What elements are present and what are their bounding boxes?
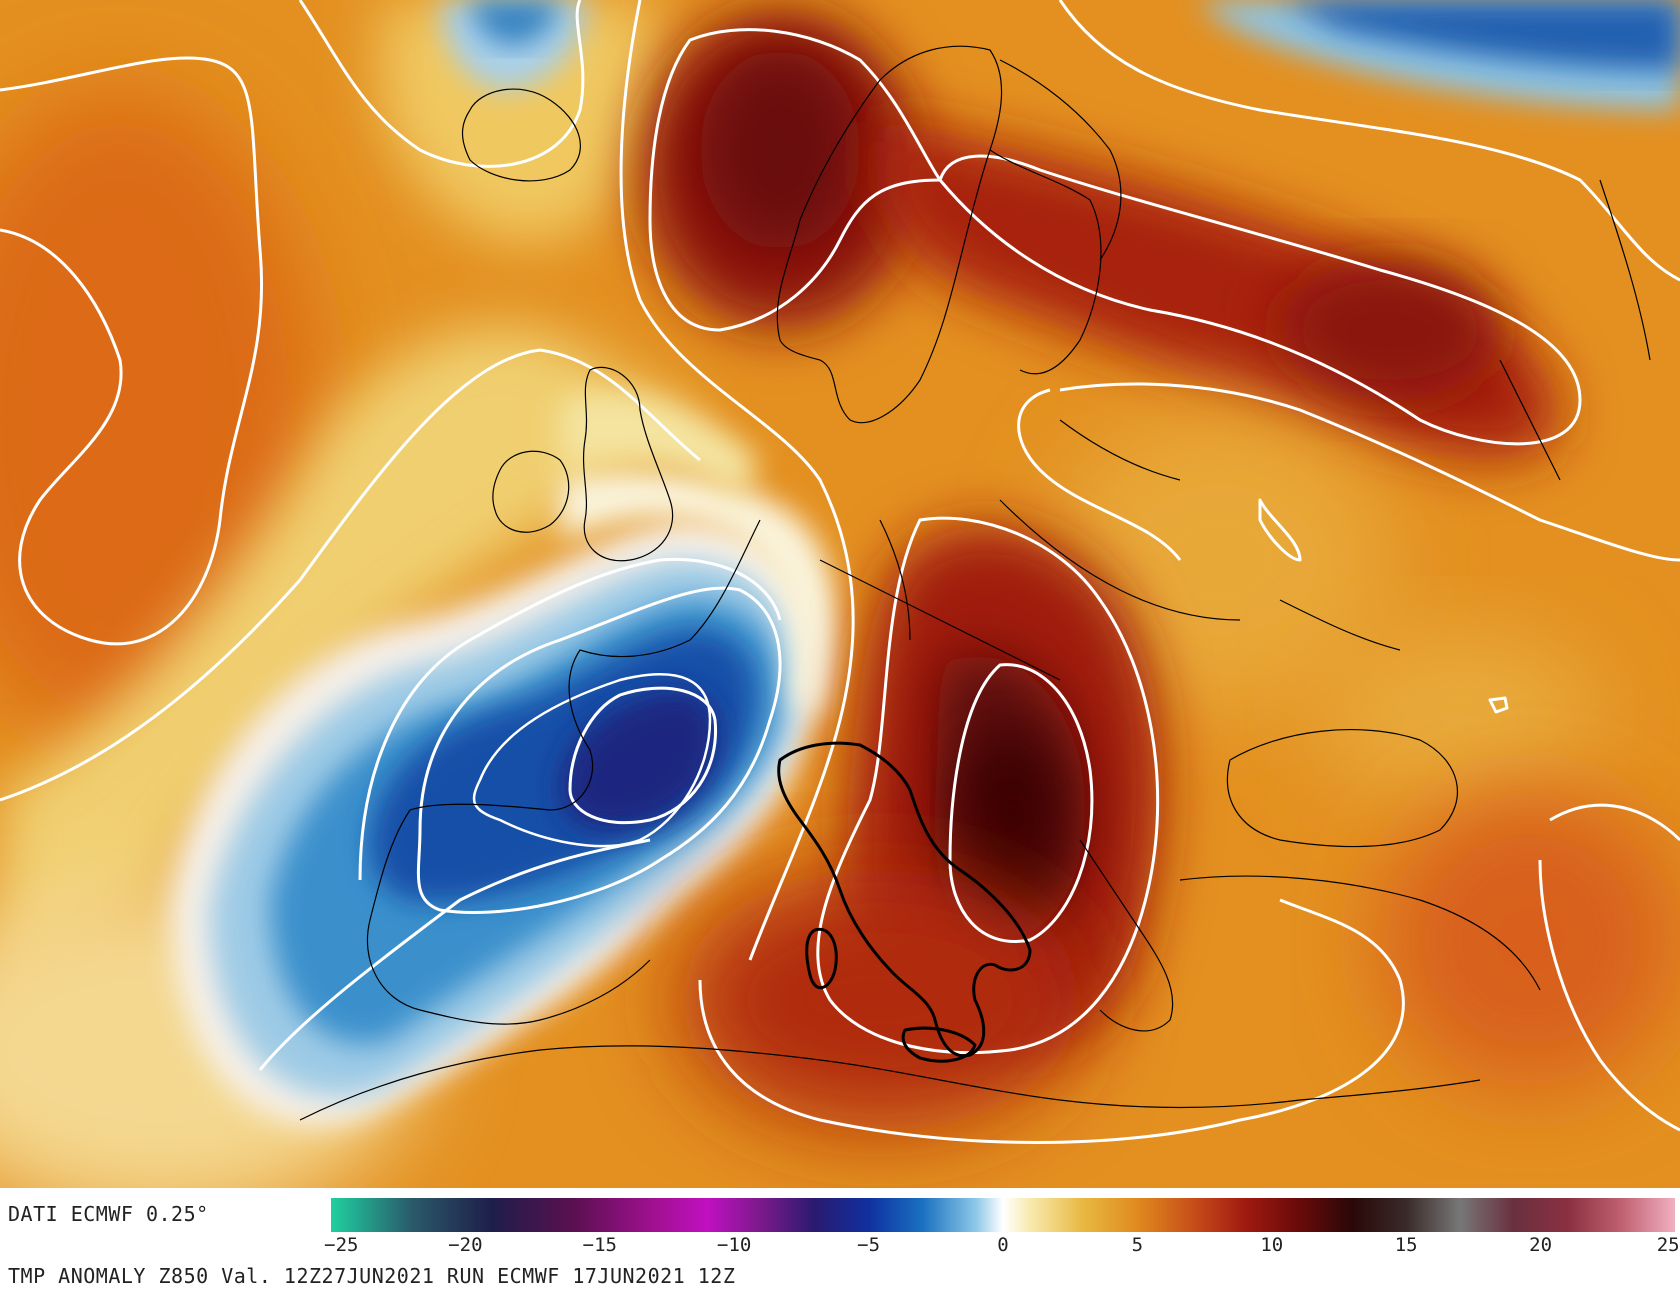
colorbar-tick-label: 25 [1656, 1234, 1680, 1256]
colorbar-tick-label: 0 [997, 1234, 1009, 1256]
map-canvas [0, 0, 1680, 1188]
isotherm-contours [0, 0, 1680, 1144]
temperature-anomaly-map [0, 0, 1680, 1188]
colorbar-tick-label: −5 [857, 1234, 881, 1256]
map-title: TMP ANOMALY Z850 Val. 12Z27JUN2021 RUN E… [8, 1264, 736, 1288]
anomaly-field [0, 0, 1680, 1188]
colorbar [331, 1198, 1675, 1232]
colorbar-tick-label: 10 [1260, 1234, 1284, 1256]
map-footer: DATI ECMWF 0.25° −25 −20 −15 −10 −5 0 5 10 15 20 2… [0, 1188, 1680, 1296]
colorbar-tick-label: 15 [1394, 1234, 1418, 1256]
colorbar-tick-label: −10 [717, 1234, 752, 1256]
coastlines [299, 45, 1651, 1121]
colorbar-gradient [331, 1198, 1675, 1232]
colorbar-tick-label: 20 [1529, 1234, 1553, 1256]
colorbar-tick-label: 5 [1131, 1234, 1144, 1256]
colorbar-tick-label: −15 [582, 1234, 617, 1256]
italy-outline [777, 741, 1032, 1063]
colorbar-tick-label: −25 [324, 1234, 359, 1256]
colorbar-tick-label: −20 [448, 1234, 483, 1256]
colorbar-ticks: −25 −20 −15 −10 −5 0 5 10 15 20 25 [324, 1234, 1679, 1258]
data-source-label: DATI ECMWF 0.25° [8, 1202, 209, 1226]
